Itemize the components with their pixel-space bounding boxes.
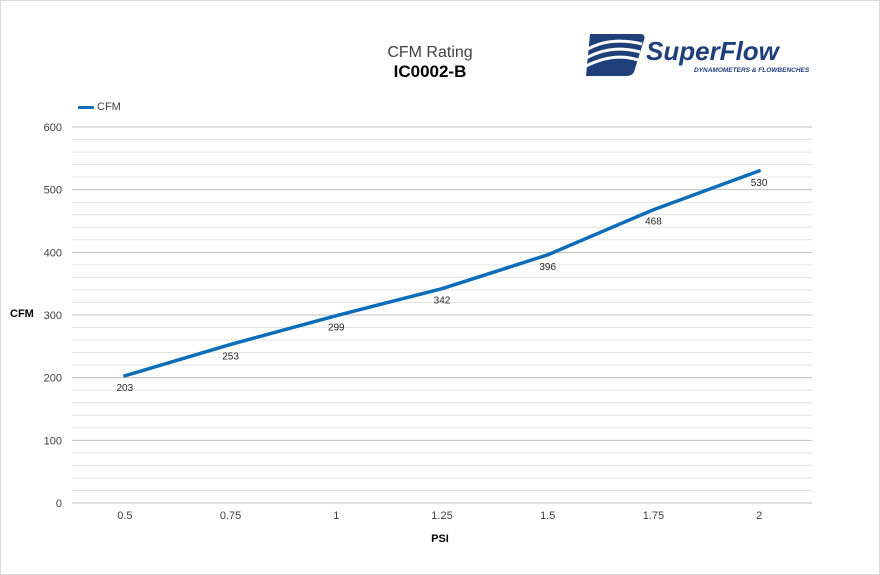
- data-point: [757, 169, 761, 173]
- data-point: [229, 342, 233, 346]
- chart-title: CFM Rating: [387, 44, 473, 61]
- x-tick-label: 1: [333, 510, 339, 522]
- superflow-logo: SuperFlow DYNAMOMETERS & FLOWBENCHES: [585, 34, 810, 76]
- x-tick-label: 0.5: [117, 510, 132, 522]
- data-label: 299: [328, 323, 345, 334]
- x-tick-label: 1.25: [431, 510, 452, 522]
- data-label: 468: [645, 217, 662, 228]
- x-axis-label: PSI: [431, 533, 449, 545]
- x-tick-label: 1.5: [540, 510, 555, 522]
- legend-swatch: [78, 105, 94, 109]
- x-tick-label: 0.75: [220, 510, 241, 522]
- data-point: [440, 287, 444, 291]
- data-point: [123, 374, 127, 378]
- x-tick-label: 1.75: [643, 510, 664, 522]
- y-axis-label: CFM: [10, 308, 34, 320]
- data-point: [334, 314, 338, 318]
- data-label: 203: [117, 383, 134, 394]
- chart-subtitle: IC0002-B: [393, 62, 467, 81]
- superflow-tagline: DYNAMOMETERS & FLOWBENCHES: [694, 67, 810, 74]
- y-tick-label: 600: [44, 122, 62, 134]
- data-label: 396: [539, 262, 556, 273]
- superflow-swoosh-icon: [585, 34, 645, 76]
- data-label: 253: [222, 351, 239, 362]
- legend-label: CFM: [97, 101, 121, 114]
- superflow-wordmark: SuperFlow: [646, 36, 781, 66]
- y-tick-label: 0: [56, 498, 62, 510]
- y-tick-label: 400: [44, 247, 62, 259]
- y-tick-label: 300: [44, 310, 62, 322]
- y-tick-label: 500: [44, 185, 62, 197]
- x-tick-label: 2: [756, 510, 762, 522]
- data-label: 530: [751, 178, 768, 189]
- data-point: [651, 208, 655, 212]
- legend: CFM: [78, 101, 121, 113]
- y-tick-label: 100: [44, 435, 62, 447]
- y-tick-label: 200: [44, 373, 62, 385]
- series-line: [123, 169, 761, 378]
- data-label: 342: [434, 296, 451, 307]
- data-point: [546, 253, 550, 257]
